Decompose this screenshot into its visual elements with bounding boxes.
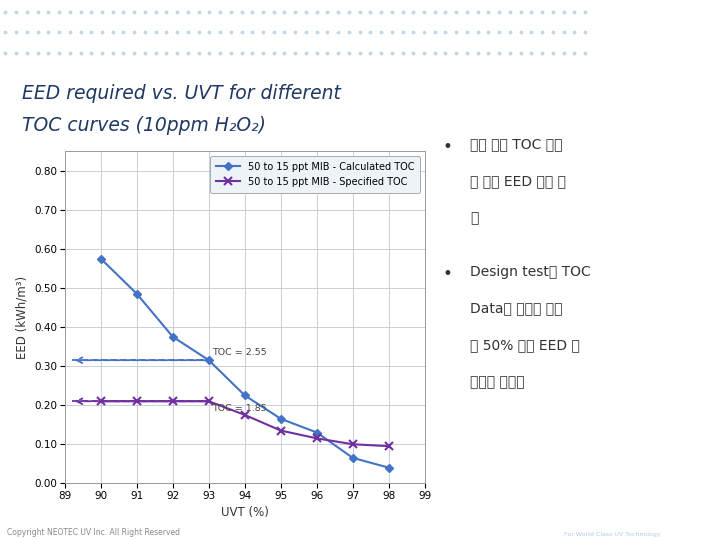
X-axis label: UVT (%): UVT (%) [221, 507, 269, 519]
Text: 약 50% 높은 EED 시: 약 50% 높은 EED 시 [470, 338, 580, 352]
Text: Copyright NEOTEC UV Inc. All Right Reserved: Copyright NEOTEC UV Inc. All Right Reser… [7, 528, 180, 537]
50 to 15 ppt MIB - Calculated TOC [168, 334, 177, 340]
50 to 15 ppt MIB - Specified TOC [348, 441, 357, 448]
50 to 15 ppt MIB - Calculated TOC [132, 291, 141, 297]
Text: Data를 사용할 경우: Data를 사용할 경우 [470, 301, 562, 315]
50 to 15 ppt MIB - Calculated TOC [96, 255, 105, 262]
50 to 15 ppt MIB - Specified TOC [132, 398, 141, 404]
50 to 15 ppt MIB - Calculated TOC [312, 429, 321, 436]
Text: 는 다른 EED 값을 초: 는 다른 EED 값을 초 [470, 174, 566, 188]
Line: 50 to 15 ppt MIB - Specified TOC: 50 to 15 ppt MIB - Specified TOC [97, 397, 392, 450]
Text: Specialized in UV disinfection aiming for best technology: Specialized in UV disinfection aiming fo… [174, 23, 431, 32]
Text: 래: 래 [470, 211, 479, 225]
Text: 다른 설계 TOC 결과: 다른 설계 TOC 결과 [470, 138, 562, 152]
50 to 15 ppt MIB - Calculated TOC [384, 464, 393, 471]
Text: 스템이 요구됨: 스템이 요구됨 [470, 375, 525, 389]
Text: •: • [443, 265, 453, 282]
50 to 15 ppt MIB - Calculated TOC [348, 455, 357, 461]
Text: NEOTEC UV: NEOTEC UV [577, 514, 647, 524]
Text: •: • [443, 138, 453, 156]
Line: 50 to 15 ppt MIB - Calculated TOC: 50 to 15 ppt MIB - Calculated TOC [98, 255, 392, 471]
50 to 15 ppt MIB - Specified TOC [96, 398, 105, 404]
50 to 15 ppt MIB - Calculated TOC [204, 357, 213, 363]
Text: TOC = 2.55: TOC = 2.55 [212, 348, 266, 357]
50 to 15 ppt MIB - Specified TOC [204, 398, 213, 404]
Text: TOC = 1.85: TOC = 1.85 [212, 404, 266, 414]
Text: TOC curves (10ppm H₂O₂): TOC curves (10ppm H₂O₂) [22, 116, 266, 135]
50 to 15 ppt MIB - Specified TOC [168, 398, 177, 404]
50 to 15 ppt MIB - Specified TOC [384, 443, 393, 449]
Text: For World Class UV Technology: For World Class UV Technology [564, 532, 660, 537]
50 to 15 ppt MIB - Specified TOC [312, 435, 321, 442]
50 to 15 ppt MIB - Specified TOC [240, 411, 249, 418]
Legend: 50 to 15 ppt MIB - Calculated TOC, 50 to 15 ppt MIB - Specified TOC: 50 to 15 ppt MIB - Calculated TOC, 50 to… [210, 156, 420, 193]
50 to 15 ppt MIB - Calculated TOC [240, 392, 249, 399]
Text: EED required vs. UVT for different: EED required vs. UVT for different [22, 84, 341, 103]
50 to 15 ppt MIB - Specified TOC [276, 427, 285, 434]
50 to 15 ppt MIB - Calculated TOC [276, 416, 285, 422]
Text: Design test의 TOC: Design test의 TOC [470, 265, 591, 279]
Y-axis label: EED (kWh/m³): EED (kWh/m³) [16, 276, 29, 359]
